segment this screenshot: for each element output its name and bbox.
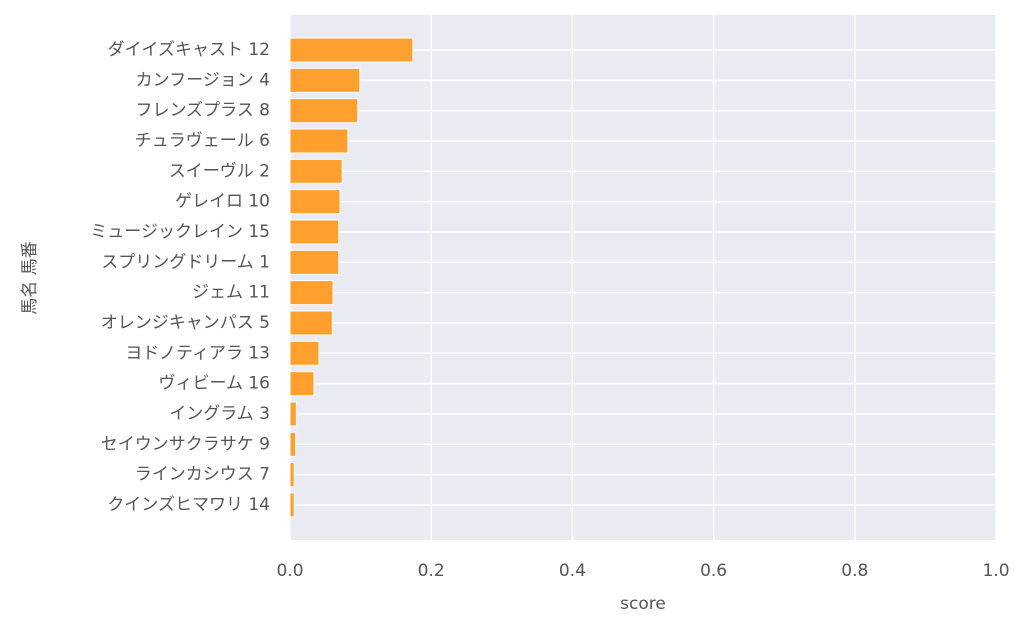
bar	[289, 492, 295, 518]
y-tick-label: スイーヴル 2	[169, 161, 270, 181]
y-tick-label: ゲレイロ 10	[175, 192, 270, 212]
x-tick-label: 0.4	[559, 561, 586, 581]
bar	[289, 431, 297, 457]
bar	[289, 98, 359, 124]
y-tick-label: セイウンサクラサケ 9	[101, 434, 270, 454]
y-tick-label: ジェム 11	[192, 283, 270, 303]
x-axis-label: score	[620, 594, 666, 614]
bar	[289, 67, 361, 93]
y-tick-label: カンフージョン 4	[136, 70, 270, 90]
x-tick-label: 0.8	[841, 561, 868, 581]
bar	[289, 371, 315, 397]
y-tick-label: イングラム 3	[169, 404, 270, 424]
bar	[289, 280, 334, 306]
y-tick-label: スプリングドリーム 1	[101, 252, 270, 272]
bar	[289, 401, 297, 427]
bar	[289, 249, 340, 275]
x-tick-label: 1.0	[982, 561, 1009, 581]
x-tick-label: 0.6	[700, 561, 727, 581]
bar	[289, 128, 349, 154]
bar	[289, 37, 414, 63]
plot-area	[290, 15, 996, 540]
y-tick-label: ヴィビーム 16	[158, 374, 270, 394]
x-tick-label: 0.0	[276, 561, 303, 581]
bar	[289, 189, 341, 215]
y-tick-label: ヨドノティアラ 13	[125, 343, 270, 363]
bar	[289, 310, 333, 336]
bar	[289, 462, 295, 488]
bar	[289, 219, 340, 245]
y-tick-label: ダイイズキャスト 12	[107, 40, 270, 60]
y-axis-label: 馬名 馬番	[20, 241, 40, 314]
y-tick-label: チュラヴェール 6	[135, 131, 270, 151]
y-tick-label: オレンジキャンパス 5	[101, 313, 270, 333]
y-tick-label: ミュージックレイン 15	[90, 222, 270, 242]
x-tick-label: 0.2	[418, 561, 445, 581]
bar	[289, 158, 343, 184]
y-tick-label: ラインカシウス 7	[135, 465, 270, 485]
y-tick-label: フレンズプラス 8	[135, 101, 270, 121]
bar	[289, 340, 320, 366]
y-tick-label: クインズヒマワリ 14	[107, 495, 270, 515]
